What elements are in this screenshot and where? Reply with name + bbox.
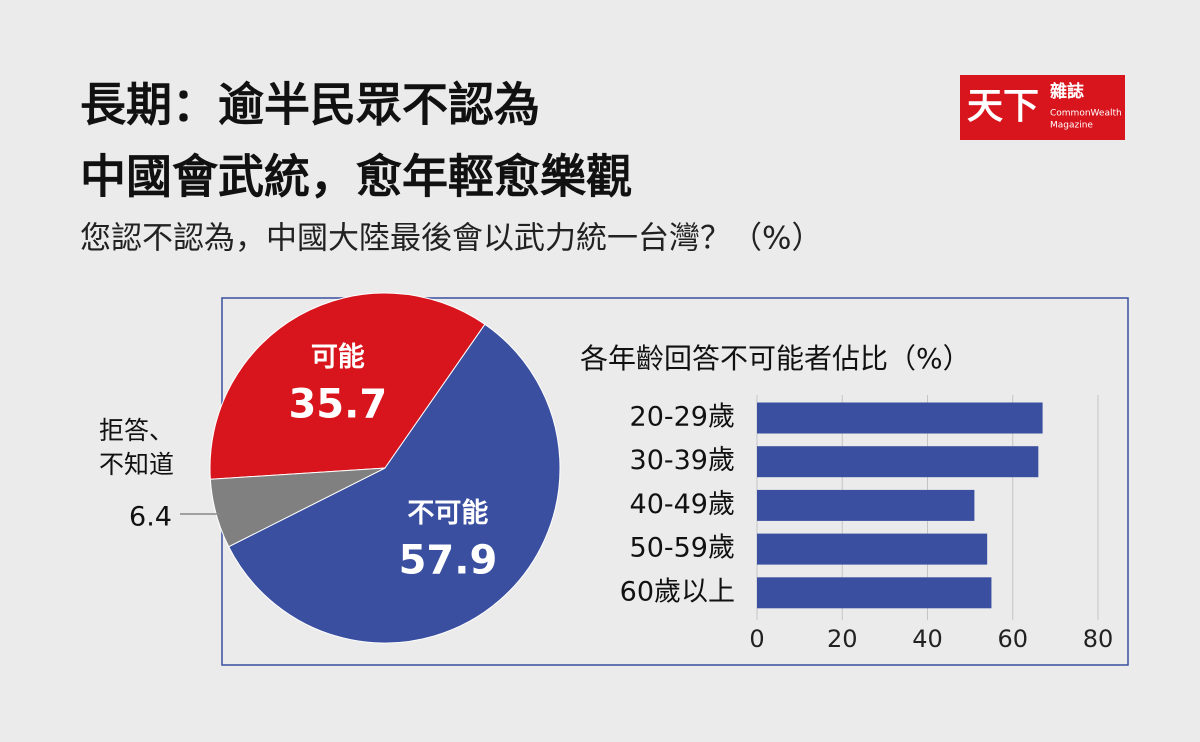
slice-value: 57.9: [399, 537, 498, 583]
y-tick-label: 50-59歲: [630, 533, 735, 564]
bar: [757, 489, 975, 521]
logo-english: Magazine: [1050, 121, 1093, 131]
y-tick-label: 40-49歲: [630, 489, 735, 520]
slice-value: 6.4: [129, 501, 172, 532]
bar: [757, 402, 1043, 434]
pie-slice: [228, 323, 561, 644]
logo-main: 天下: [967, 86, 1039, 127]
slice-category: 可能: [311, 341, 365, 373]
bar-chart-title: 各年齡回答不可能者佔比（%）: [580, 342, 971, 375]
bar: [757, 533, 988, 565]
slice-category: 不可能: [407, 497, 488, 529]
subtitle: 您認不認為，中國大陸最後會以武力統一台灣？（%）: [80, 221, 822, 257]
x-tick-label: 80: [1083, 625, 1114, 653]
title-line: 中國會武統，愈年輕愈樂觀: [80, 150, 632, 204]
slice-category: 拒答、不知道: [98, 415, 174, 479]
pie-slice: [209, 292, 486, 480]
logo: [960, 75, 1125, 140]
x-tick-label: 60: [997, 625, 1028, 653]
bar: [757, 577, 992, 609]
slice-value: 35.7: [288, 381, 387, 427]
x-tick-label: 40: [912, 625, 943, 653]
slice-category-box: 拒答、不知道: [98, 415, 174, 479]
x-tick-label: 20: [827, 625, 858, 653]
logo-english: CommonWealth: [1050, 109, 1122, 119]
y-tick-label: 30-39歲: [630, 445, 735, 476]
y-tick-label: 20-29歲: [630, 402, 735, 433]
logo-side: 雜誌: [1050, 81, 1084, 102]
title-line: 長期：逾半民眾不認為: [80, 78, 540, 132]
y-tick-label: 60歲以上: [620, 576, 735, 607]
x-tick-label: 0: [749, 625, 764, 653]
bar: [757, 446, 1039, 478]
